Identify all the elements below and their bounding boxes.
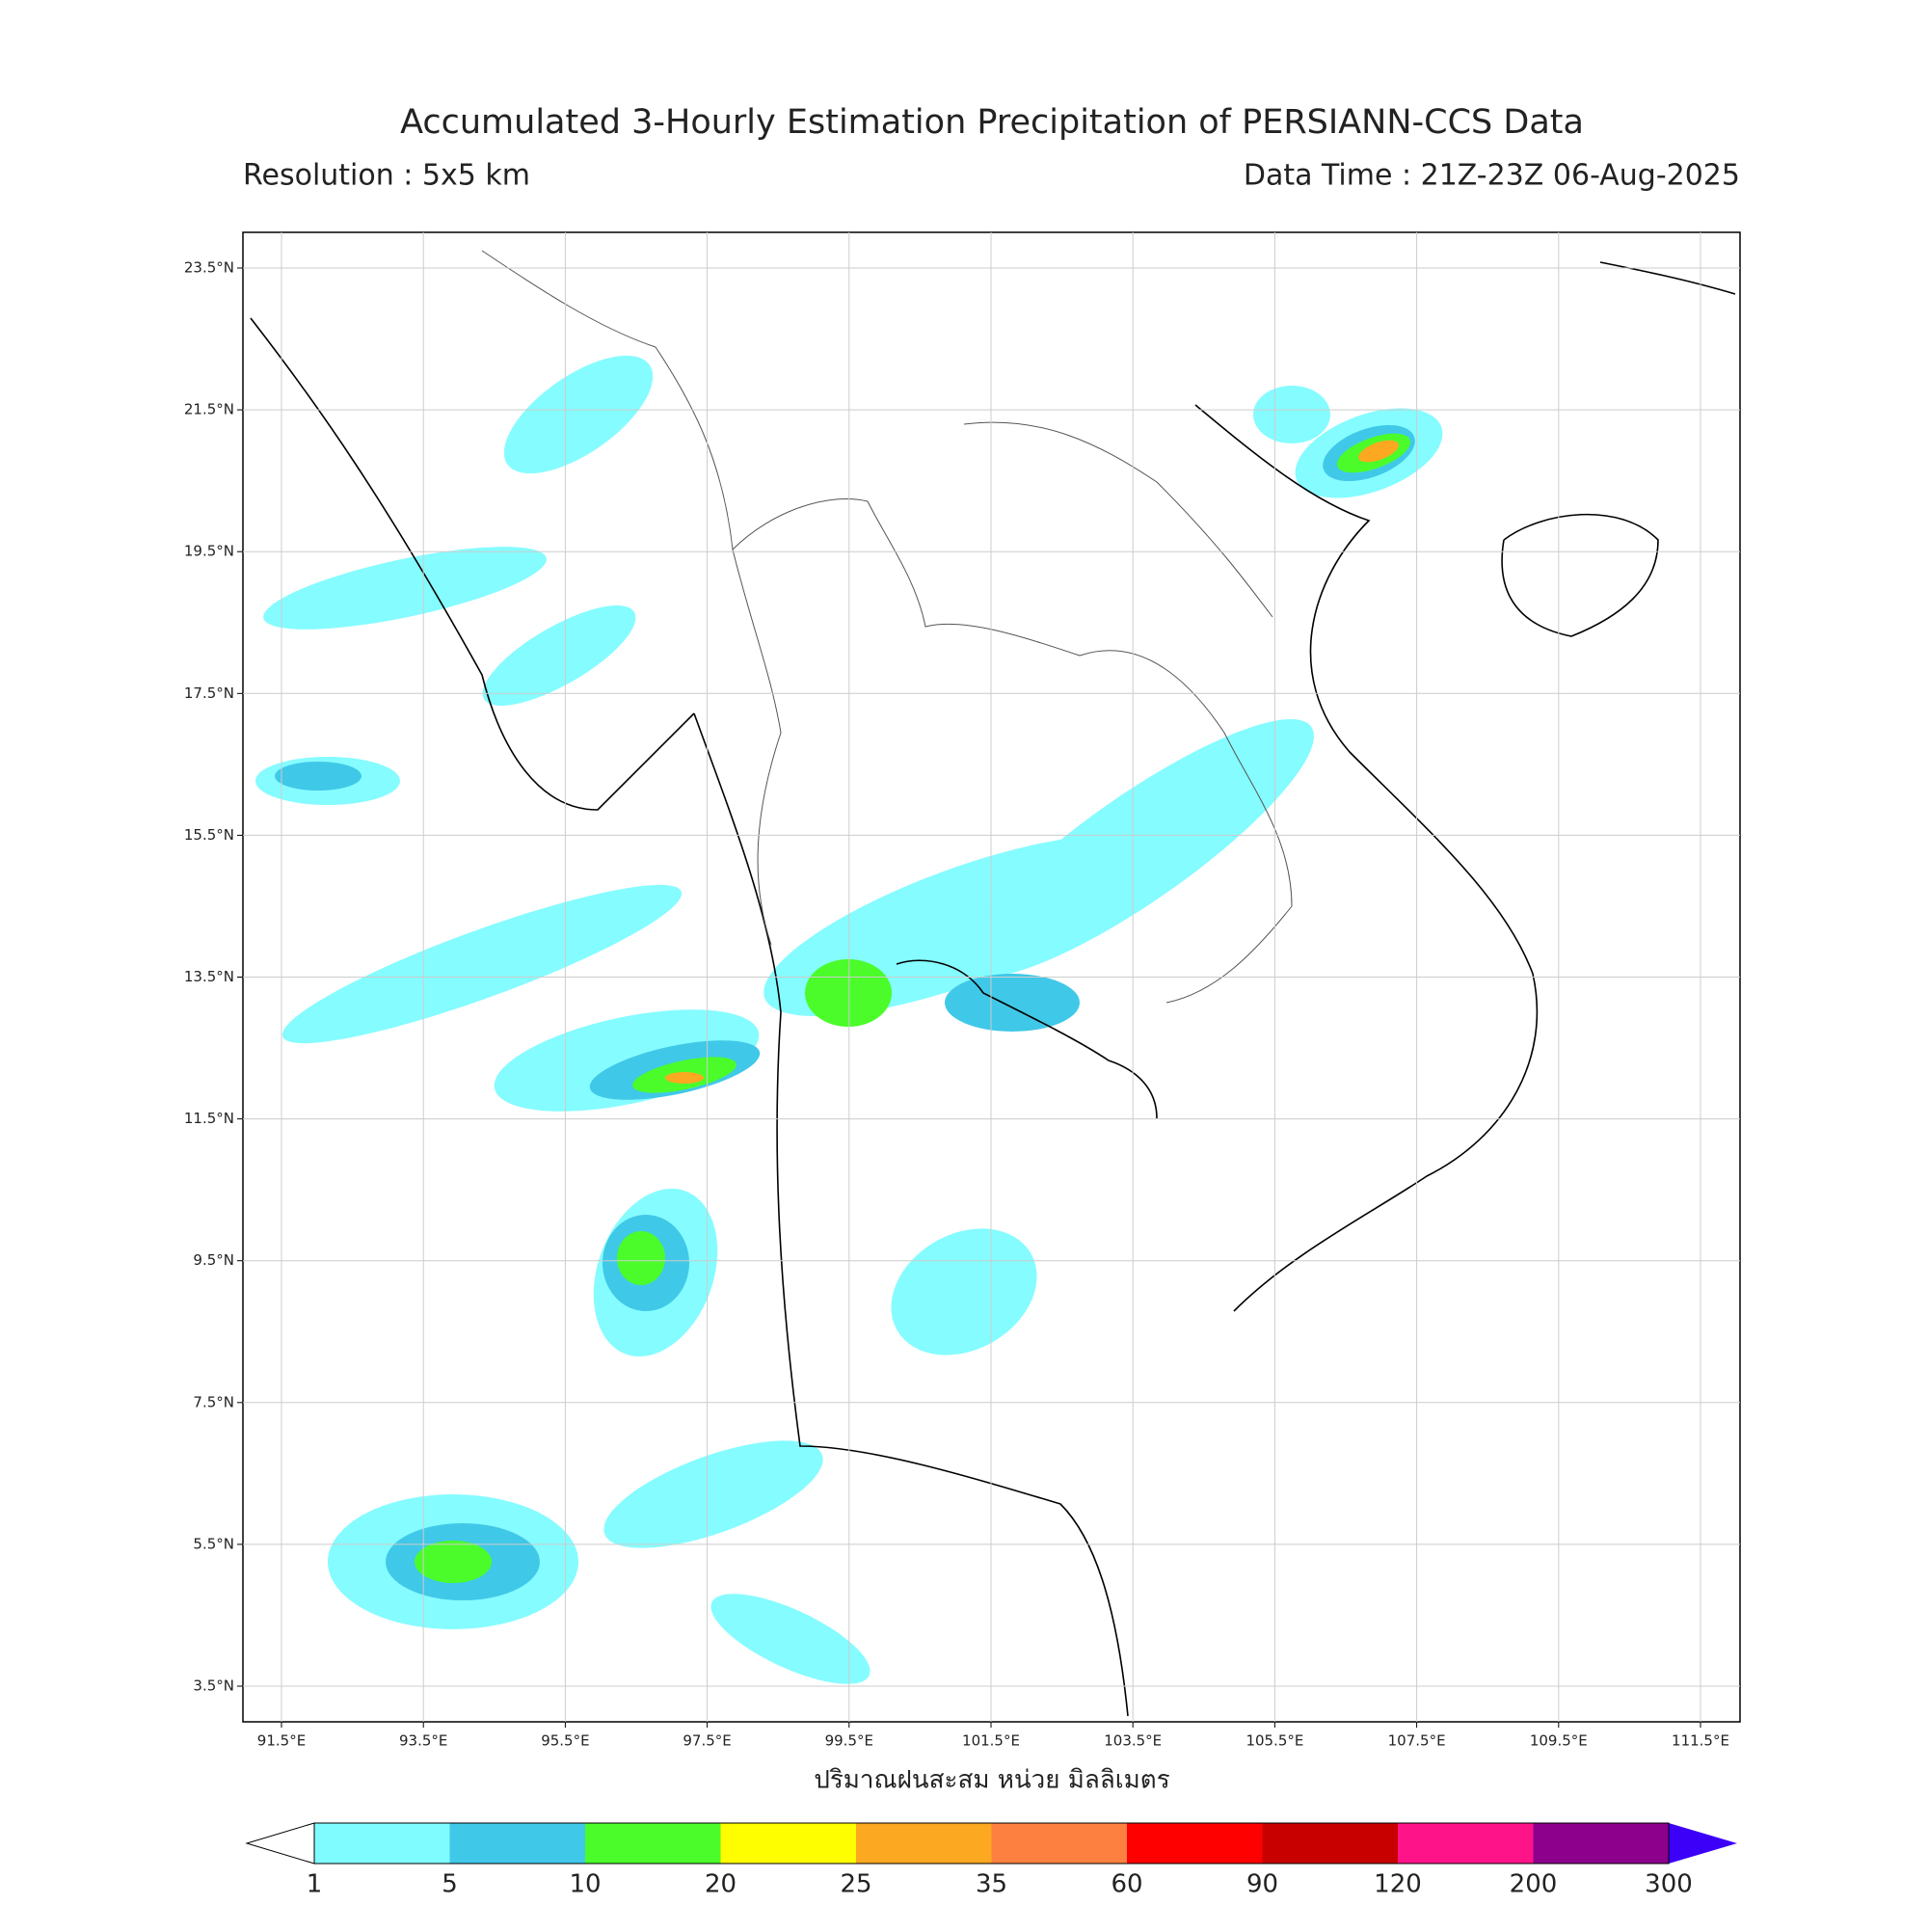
y-tick-label: 5.5°N (193, 1535, 234, 1552)
colorbar-label: 1 (307, 1870, 323, 1899)
x-tick-label: 103.5°E (1104, 1732, 1162, 1750)
y-tick-label: 23.5°N (184, 259, 234, 277)
colorbar-label: 120 (1374, 1870, 1422, 1899)
borders (481, 250, 1293, 1004)
y-tick-label: 9.5°N (193, 1251, 234, 1269)
x-tick-label: 109.5°E (1530, 1732, 1588, 1750)
colorbar-label: 35 (976, 1870, 1007, 1899)
x-tick-label: 95.5°E (541, 1732, 589, 1750)
map-area (250, 250, 1736, 1717)
y-tick-label: 13.5°N (184, 968, 234, 985)
x-tick-label: 101.5°E (962, 1732, 1020, 1750)
colorbar: 1 5 10 20 25 35 60 90 120 200 300 (245, 1822, 1737, 1899)
rain-heavy (415, 433, 1410, 1583)
colorbar-segment (991, 1823, 1127, 1864)
data-time: Data Time : 21Z-23Z 06-Aug-2025 (1244, 159, 1740, 193)
x-tick-label: 97.5°E (683, 1732, 731, 1750)
ticks: 91.5°E 93.5°E 95.5°E 97.5°E 99.5°E 101.5°E 103… (184, 232, 1740, 1750)
colorbar-segment (1127, 1823, 1263, 1864)
colorbar-label: 10 (569, 1870, 601, 1899)
colorbar-segment (720, 1823, 856, 1864)
colorbar-label: 60 (1111, 1870, 1142, 1899)
y-tick-label: 3.5°N (193, 1677, 234, 1695)
colorbar-segment (585, 1823, 721, 1864)
colorbar-segment (1533, 1823, 1669, 1864)
colorbar-label: 5 (442, 1870, 458, 1899)
x-tick-label: 107.5°E (1388, 1732, 1446, 1750)
y-tick-label: 21.5°N (184, 401, 234, 418)
resolution: Resolution : 5x5 km (243, 159, 530, 193)
colorbar-over (1669, 1823, 1737, 1864)
x-tick-label: 91.5°E (257, 1732, 306, 1750)
colorbar-under (245, 1822, 315, 1865)
y-tick-label: 15.5°N (184, 826, 234, 844)
y-tick-label: 17.5°N (184, 684, 234, 702)
rain-moderate (275, 424, 1415, 1600)
colorbar-label: 20 (705, 1870, 736, 1899)
colorbar-segment (856, 1823, 992, 1864)
colorbar-label: 300 (1645, 1870, 1693, 1899)
x-tick-label: 99.5°E (825, 1732, 873, 1750)
colorbar-outline (313, 1822, 1670, 1865)
x-tick-label: 105.5°E (1245, 1732, 1303, 1750)
colorbar-segment (449, 1823, 585, 1864)
x-tick-label: 93.5°E (399, 1732, 447, 1750)
coastline (250, 261, 1736, 1717)
colorbar-segment (1398, 1823, 1534, 1864)
x-axis-label: ปริมาณฝนสะสม หน่วย มิลลิเมตร (814, 1766, 1169, 1795)
y-tick-label: 19.5°N (184, 543, 234, 560)
y-tick-label: 7.5°N (193, 1393, 234, 1410)
y-tick-label: 11.5°N (184, 1110, 234, 1127)
colorbar-segment (1262, 1823, 1398, 1864)
title: Accumulated 3-Hourly Estimation Precipit… (400, 103, 1584, 142)
colorbar-label: 90 (1246, 1870, 1278, 1899)
colorbar-label: 200 (1510, 1870, 1558, 1899)
colorbar-segment (314, 1823, 450, 1864)
rain-intense (665, 440, 1399, 1084)
colorbar-label: 25 (840, 1870, 871, 1899)
x-tick-label: 111.5°E (1672, 1732, 1729, 1750)
